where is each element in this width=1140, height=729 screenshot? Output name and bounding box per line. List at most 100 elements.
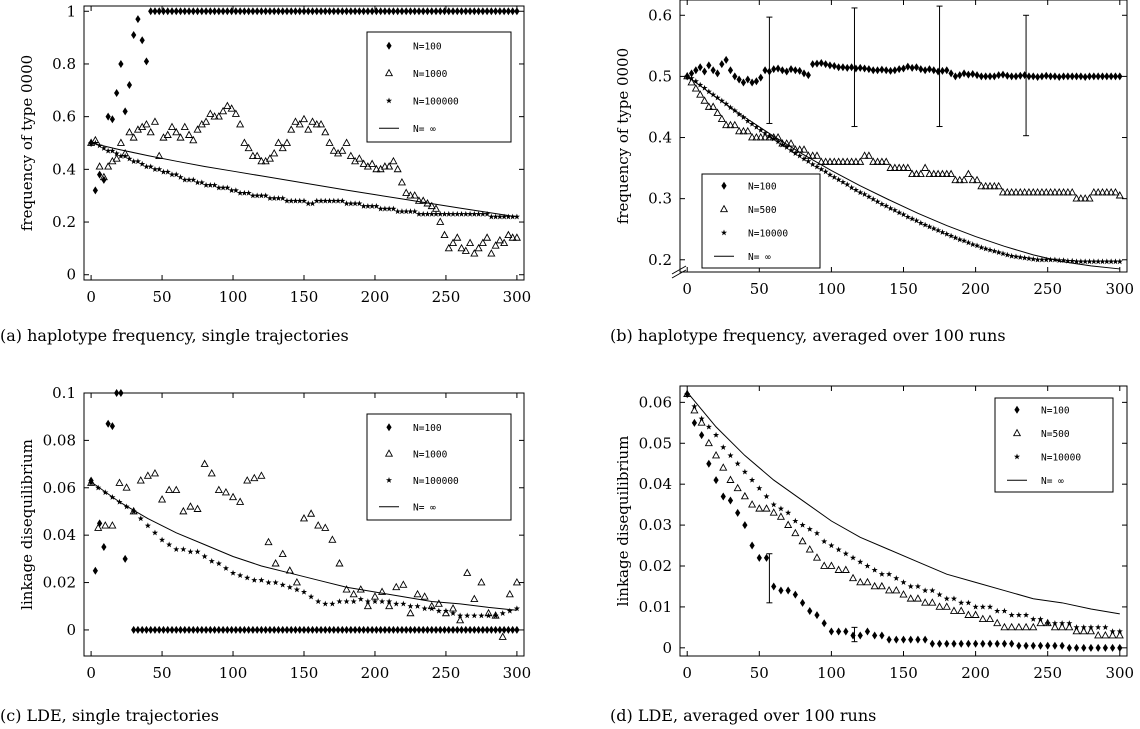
data-point <box>97 170 103 179</box>
data-point <box>424 7 431 16</box>
data-point <box>427 201 436 210</box>
legend-marker <box>386 41 392 50</box>
data-point <box>514 7 520 16</box>
data-point <box>762 504 771 512</box>
data-point <box>330 197 337 204</box>
x-tick-label: 300 <box>1105 664 1134 682</box>
data-point <box>842 550 849 557</box>
data-point <box>1004 71 1010 80</box>
data-point <box>393 164 402 173</box>
data-point <box>501 213 508 220</box>
data-point <box>156 7 162 16</box>
data-point <box>122 483 131 491</box>
data-point <box>456 615 465 624</box>
data-point <box>254 192 261 199</box>
y-tick-label: 0.5 <box>648 67 672 85</box>
data-point <box>892 586 901 594</box>
data-point <box>745 75 751 84</box>
data-point <box>278 143 287 152</box>
data-point <box>1102 188 1111 196</box>
data-point <box>883 202 890 209</box>
data-point <box>429 7 435 16</box>
data-point <box>1059 188 1068 196</box>
data-point <box>783 144 790 150</box>
data-point <box>792 66 798 75</box>
series-a-1 <box>87 101 521 257</box>
data-point <box>1117 72 1123 81</box>
x-tick-label: 250 <box>1033 664 1062 682</box>
data-point <box>464 612 471 619</box>
series-line <box>90 142 517 218</box>
data-point <box>424 625 431 634</box>
data-point <box>1035 73 1041 82</box>
data-point <box>698 415 705 422</box>
series-a-2 <box>88 139 520 220</box>
y-tick-label: 0.06 <box>43 479 76 497</box>
data-point <box>441 7 448 16</box>
x-tick-label: 50 <box>750 664 769 682</box>
data-point <box>742 521 748 530</box>
legend-c: N=100 N=1000 N=100000 N= ∞ <box>366 413 512 521</box>
data-point <box>1072 626 1081 635</box>
data-point <box>254 625 260 634</box>
x-tick-label: 300 <box>503 288 532 306</box>
data-point <box>350 598 357 605</box>
data-point <box>378 625 384 634</box>
data-point <box>986 603 994 610</box>
data-point <box>886 163 895 171</box>
data-point <box>410 191 419 199</box>
data-point <box>1090 258 1097 265</box>
data-point <box>499 610 506 616</box>
data-point <box>704 102 713 110</box>
data-point <box>1037 615 1044 622</box>
data-point <box>158 495 167 503</box>
data-point <box>471 612 478 619</box>
y-tick-label: 0.02 <box>639 557 672 575</box>
y-axis-label-d: linkage disequilibrium <box>614 436 632 607</box>
data-point <box>792 150 799 157</box>
data-point <box>964 610 973 618</box>
data-point <box>756 485 763 491</box>
data-point <box>505 625 511 634</box>
legend-label: N=10000 <box>1041 452 1081 463</box>
data-point <box>99 172 108 181</box>
data-point <box>752 132 761 141</box>
data-point <box>386 205 393 212</box>
data-point <box>203 7 209 16</box>
data-point <box>743 126 752 135</box>
data-point <box>739 126 748 135</box>
data-point <box>485 612 492 619</box>
data-point <box>844 181 851 188</box>
data-point <box>179 506 188 515</box>
data-point <box>467 7 473 16</box>
data-point <box>156 166 163 172</box>
data-point <box>800 155 808 162</box>
data-point <box>1056 73 1062 82</box>
data-point <box>903 163 912 171</box>
data-point <box>122 107 128 116</box>
data-point <box>705 423 712 430</box>
data-point <box>187 548 194 555</box>
data-point <box>907 583 914 590</box>
data-point <box>166 541 173 548</box>
data-point <box>877 157 886 165</box>
data-point <box>220 184 227 191</box>
data-point <box>299 514 309 522</box>
data-point <box>420 210 427 217</box>
data-point <box>152 625 158 634</box>
data-point <box>1039 72 1045 81</box>
data-point <box>1064 257 1071 264</box>
data-point <box>435 607 442 614</box>
legend-marker <box>719 204 729 213</box>
data-point <box>993 618 1002 627</box>
data-point <box>870 196 877 202</box>
data-point <box>284 625 290 634</box>
data-point <box>951 175 960 184</box>
data-point <box>506 607 513 614</box>
data-point <box>935 227 942 234</box>
data-point <box>428 210 435 217</box>
data-point <box>193 125 202 133</box>
x-tick-label: 0 <box>86 664 96 682</box>
data-point <box>1069 72 1075 81</box>
data-point <box>821 157 830 165</box>
